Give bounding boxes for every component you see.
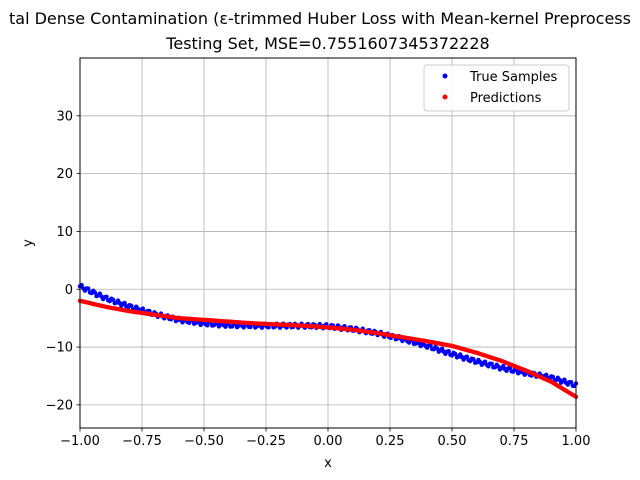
legend-marker-predictions (442, 94, 448, 100)
chart-title-line2: Testing Set, MSE=0.7551607345372228 (165, 34, 489, 53)
x-tick-label: −0.25 (246, 434, 286, 449)
x-tick-label: −1.00 (60, 434, 100, 449)
legend-marker-true-samples (442, 73, 448, 79)
x-tick-label: 0.25 (376, 434, 405, 449)
data-point-true-samples (489, 361, 494, 367)
data-point-true-samples (471, 357, 476, 362)
data-point-true-samples (92, 290, 98, 295)
y-tick-label: 30 (56, 109, 73, 124)
x-axis-label: x (324, 456, 332, 471)
chart-title-line1: tal Dense Contamination (ε-trimmed Huber… (9, 9, 631, 28)
y-tick-label: 0 (65, 283, 73, 298)
data-point-true-samples (122, 300, 127, 306)
legend-label-true-samples: True Samples (469, 70, 557, 85)
axis-ticks: −1.00 −0.75 −0.50 −0.25 0.00 0.25 0.50 0.75 1.00… (46, 109, 591, 449)
y-axis-label: y (21, 239, 36, 247)
data-point-true-samples (104, 294, 109, 299)
legend: True Samples Predictions (423, 64, 570, 112)
data-point-true-samples (464, 354, 470, 359)
series-predictions (77, 298, 579, 399)
data-point-true-samples (110, 297, 116, 302)
data-points (77, 282, 579, 399)
x-tick-label: 1.00 (562, 434, 591, 449)
x-tick-label: 0.75 (500, 434, 529, 449)
x-tick-label: −0.75 (122, 434, 162, 449)
data-point-true-samples (446, 348, 451, 354)
y-tick-label: 20 (56, 167, 73, 182)
data-point-true-samples (550, 374, 556, 380)
data-point-true-samples (86, 286, 91, 291)
x-tick-label: 0.50 (438, 434, 467, 449)
data-point-true-samples (453, 351, 458, 357)
data-point-true-samples (79, 282, 84, 288)
x-tick-label: 0.00 (314, 434, 343, 449)
x-tick-label: −0.50 (184, 434, 224, 449)
data-point-true-samples (129, 303, 134, 308)
legend-label-predictions: Predictions (470, 91, 542, 106)
legend-box (423, 64, 570, 112)
data-point-true-samples (568, 379, 574, 385)
y-tick-label: 10 (56, 225, 73, 240)
y-tick-label: −10 (46, 341, 73, 356)
y-tick-label: −20 (46, 398, 73, 413)
